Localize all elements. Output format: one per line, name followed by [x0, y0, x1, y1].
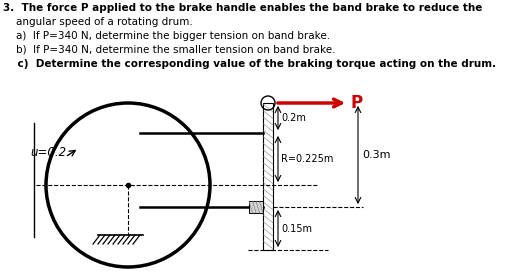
Text: b)  If P=340 N, determine the smaller tension on band brake.: b) If P=340 N, determine the smaller ten…	[3, 45, 336, 55]
Text: P: P	[351, 94, 363, 112]
Text: 0.2m: 0.2m	[281, 113, 306, 123]
Text: R=0.225m: R=0.225m	[281, 154, 333, 164]
Text: 0.15m: 0.15m	[281, 223, 312, 234]
Text: u=0.2: u=0.2	[30, 146, 66, 159]
Text: 0.3m: 0.3m	[362, 150, 390, 160]
Text: 3.  The force P applied to the brake handle enables the band brake to reduce the: 3. The force P applied to the brake hand…	[3, 3, 482, 13]
Text: angular speed of a rotating drum.: angular speed of a rotating drum.	[3, 17, 193, 27]
Bar	[249, 201, 263, 213]
Text: c)  Determine the corresponding value of the braking torque acting on the drum.: c) Determine the corresponding value of …	[3, 59, 496, 69]
Text: a)  If P=340 N, determine the bigger tension on band brake.: a) If P=340 N, determine the bigger tens…	[3, 31, 330, 41]
Bar	[263, 103, 273, 250]
